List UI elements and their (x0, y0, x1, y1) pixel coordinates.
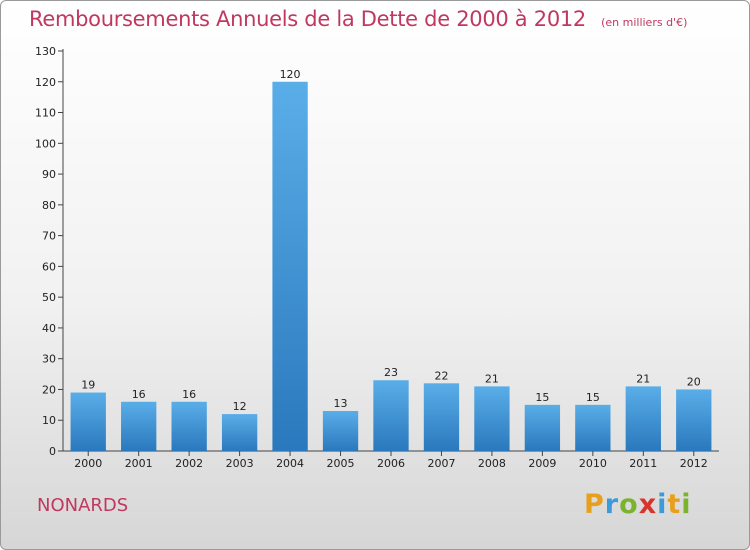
y-tick-label: 60 (42, 260, 56, 273)
y-tick-label: 50 (42, 291, 56, 304)
bar (575, 404, 611, 451)
data-label: 16 (182, 388, 196, 401)
brand-logo-letter: P (584, 489, 605, 520)
brand-logo-letter: o (619, 489, 639, 520)
x-tick-label: 2002 (175, 457, 203, 470)
chart-unit: (en milliers d'€) (601, 16, 688, 29)
x-tick-label: 2010 (579, 457, 607, 470)
data-label: 22 (434, 369, 448, 382)
x-tick-label: 2004 (276, 457, 304, 470)
y-tick-label: 70 (42, 230, 56, 243)
x-tick-label: 2006 (377, 457, 405, 470)
y-tick-label: 20 (42, 383, 56, 396)
y-tick-label: 100 (35, 137, 56, 150)
x-tick-label: 2011 (629, 457, 657, 470)
x-tick-label: 2008 (478, 457, 506, 470)
y-tick-label: 30 (42, 353, 56, 366)
bar (676, 389, 712, 451)
brand-logo-letter: x (638, 489, 658, 520)
x-tick-label: 2007 (427, 457, 455, 470)
brand-logo-letter: i (657, 489, 668, 520)
data-label: 13 (334, 397, 348, 410)
bar (373, 380, 409, 451)
bar (524, 404, 561, 451)
bar (625, 386, 661, 451)
bar (121, 401, 157, 451)
y-tick-label: 110 (35, 107, 56, 120)
x-tick-label: 2009 (528, 457, 556, 470)
y-tick-label: 120 (35, 76, 56, 89)
x-tick-label: 2005 (327, 457, 355, 470)
bar (171, 401, 207, 451)
data-label: 20 (687, 375, 701, 388)
data-label: 21 (485, 372, 499, 385)
data-label: 15 (586, 391, 600, 404)
y-tick-label: 80 (42, 199, 56, 212)
brand-logo-letter: i (681, 489, 692, 520)
location-name: NONARDS (37, 495, 129, 516)
data-label: 21 (636, 372, 650, 385)
chart-title: Remboursements Annuels de la Dette de 20… (29, 7, 586, 31)
bar (322, 411, 359, 451)
brand-logo-letter: r (604, 489, 620, 520)
brand-logo: Proxiti (584, 489, 692, 520)
x-tick-label: 2001 (125, 457, 153, 470)
title-row: Remboursements Annuels de la Dette de 20… (29, 7, 687, 31)
brand-logo-letter: t (667, 489, 682, 520)
y-tick-label: 130 (35, 45, 56, 58)
x-tick-label: 2012 (680, 457, 708, 470)
chart-labels: 0 10 20 30 40 50 60 70 80 90 100 110 120 130 19 2000 16 2… (35, 45, 708, 470)
data-label: 23 (384, 366, 398, 379)
data-label: 15 (535, 391, 549, 404)
bar (70, 392, 106, 451)
y-tick-label: 40 (42, 322, 56, 335)
bar (221, 414, 258, 451)
data-label: 19 (81, 379, 95, 392)
bar (423, 383, 460, 451)
bar (474, 386, 510, 451)
x-tick-label: 2003 (226, 457, 254, 470)
y-tick-label: 90 (42, 168, 56, 181)
data-label: 12 (233, 400, 247, 413)
data-label: 120 (280, 68, 301, 81)
data-label: 16 (132, 388, 146, 401)
x-tick-label: 2000 (74, 457, 102, 470)
y-tick-label: 0 (49, 445, 56, 458)
y-tick-label: 10 (42, 414, 56, 427)
bar-series (70, 81, 712, 452)
bar (272, 81, 308, 452)
